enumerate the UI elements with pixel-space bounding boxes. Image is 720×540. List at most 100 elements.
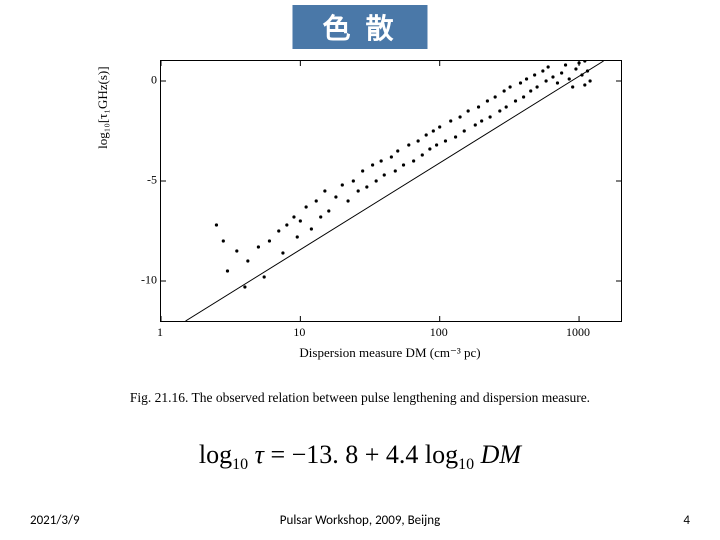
data-point (480, 119, 483, 122)
equation: log10 τ = −13. 8 + 4.4 log10 DM (0, 440, 720, 474)
data-point (243, 285, 246, 288)
data-point (222, 239, 225, 242)
data-point (438, 125, 441, 128)
data-point (305, 205, 308, 208)
data-point (352, 179, 355, 182)
data-point (425, 133, 428, 136)
data-point (226, 269, 229, 272)
data-point (215, 223, 218, 226)
data-point (519, 81, 522, 84)
data-point (327, 209, 330, 212)
data-point (375, 179, 378, 182)
data-point (477, 105, 480, 108)
scatter-chart: -10-50 1101001000 log₁₀[τ₁GHz(s)] Disper… (100, 50, 640, 380)
data-point (583, 61, 586, 63)
data-point (319, 215, 322, 218)
x-tick-label: 10 (293, 325, 305, 340)
data-point (586, 69, 589, 72)
data-point (277, 229, 280, 232)
data-point (402, 163, 405, 166)
data-point (574, 67, 577, 70)
x-tick-label: 1 (157, 325, 163, 340)
data-point (551, 75, 554, 78)
data-point (334, 195, 337, 198)
data-point (541, 69, 544, 72)
x-axis-label: Dispersion measure DM (cm⁻³ pc) (160, 345, 620, 361)
data-point (361, 169, 364, 172)
plot-svg (161, 61, 621, 321)
data-point (503, 89, 506, 92)
data-point (357, 189, 360, 192)
data-point (505, 105, 508, 108)
data-point (323, 189, 326, 192)
data-point (547, 65, 550, 68)
data-point (396, 149, 399, 152)
data-point (315, 199, 318, 202)
data-point (571, 85, 574, 88)
y-tick-label: 0 (135, 73, 157, 88)
data-point (463, 129, 466, 132)
x-tick-label: 1000 (566, 325, 590, 340)
y-tick-label: -10 (135, 273, 157, 288)
y-tick-label: -5 (135, 173, 157, 188)
data-point (588, 79, 591, 82)
data-point (449, 119, 452, 122)
data-point (394, 169, 397, 172)
data-point (417, 139, 420, 142)
data-point (299, 219, 302, 222)
data-point (371, 163, 374, 166)
data-point (560, 71, 563, 74)
data-point (281, 251, 284, 254)
data-point (514, 99, 517, 102)
slide-title: 色 散 (292, 5, 427, 49)
data-point (474, 123, 477, 126)
data-point (498, 109, 501, 112)
data-point (310, 227, 313, 230)
data-point (486, 99, 489, 102)
data-point (341, 183, 344, 186)
data-point (365, 185, 368, 188)
data-point (544, 79, 547, 82)
data-point (390, 155, 393, 158)
data-point (428, 147, 431, 150)
data-point (235, 249, 238, 252)
fit-line (186, 61, 604, 321)
data-point (346, 199, 349, 202)
data-point (412, 159, 415, 162)
data-point (568, 77, 571, 80)
data-point (268, 239, 271, 242)
data-point (494, 95, 497, 98)
y-axis-label: log₁₀[τ₁GHz(s)] (95, 66, 111, 148)
figure-caption: Fig. 21.16. The observed relation betwee… (0, 390, 720, 406)
data-point (407, 143, 410, 146)
data-point (285, 223, 288, 226)
data-point (246, 259, 249, 262)
data-point (508, 85, 511, 88)
data-point (529, 89, 532, 92)
data-point (292, 215, 295, 218)
data-point (489, 115, 492, 118)
plot-frame (160, 60, 622, 322)
data-point (421, 153, 424, 156)
footer-venue: Pulsar Workshop, 2009, Beijng (0, 513, 720, 528)
data-point (467, 109, 470, 112)
data-point (583, 83, 586, 86)
data-point (383, 173, 386, 176)
data-point (533, 73, 536, 76)
data-point (580, 73, 583, 76)
data-point (556, 81, 559, 84)
page-number: 4 (683, 513, 690, 528)
data-point (444, 139, 447, 142)
data-point (525, 77, 528, 80)
x-tick-label: 100 (430, 325, 448, 340)
data-point (257, 245, 260, 248)
data-point (435, 143, 438, 146)
data-point (522, 95, 525, 98)
data-point (458, 115, 461, 118)
data-point (380, 159, 383, 162)
data-point (536, 85, 539, 88)
data-point (454, 135, 457, 138)
data-point (263, 275, 266, 278)
data-point (296, 235, 299, 238)
data-point (432, 129, 435, 132)
